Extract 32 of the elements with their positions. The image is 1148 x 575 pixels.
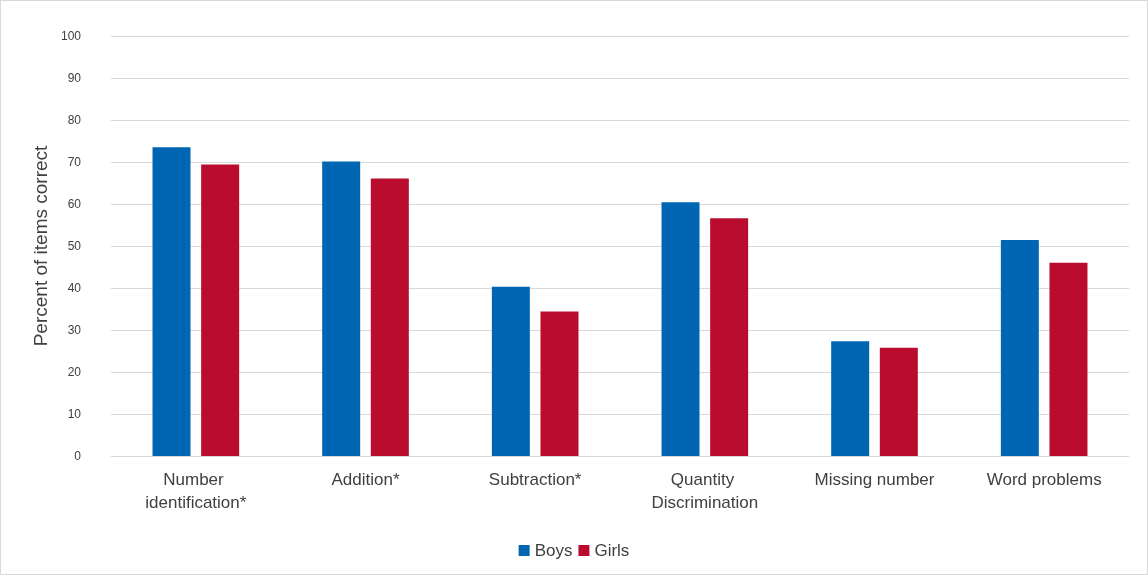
bar xyxy=(661,202,700,456)
y-tick-label: 60 xyxy=(67,197,82,211)
bar xyxy=(831,341,870,456)
bar xyxy=(491,286,530,456)
x-tick-label: Word problems xyxy=(986,470,1102,489)
bar xyxy=(370,178,409,456)
legend-label: Girls xyxy=(594,541,630,560)
bar xyxy=(710,218,749,456)
y-tick-label: 30 xyxy=(67,323,82,337)
y-tick-label: 70 xyxy=(67,155,82,169)
y-tick-label: 10 xyxy=(67,407,82,421)
bar xyxy=(1000,240,1039,456)
x-tick-label: Addition* xyxy=(331,470,400,489)
x-tick-label: Number identification* xyxy=(145,470,247,512)
legend-label: Boys xyxy=(534,541,573,560)
x-tick-label: Quantity Discrimination xyxy=(651,470,759,512)
bar xyxy=(201,164,240,456)
y-tick-label: 50 xyxy=(67,239,82,253)
bar xyxy=(322,161,361,456)
y-tick-label: 80 xyxy=(67,113,82,127)
bar xyxy=(540,311,579,456)
y-tick-label: 20 xyxy=(67,365,82,379)
y-tick-label: 90 xyxy=(67,71,82,85)
bar xyxy=(152,147,191,456)
bar xyxy=(879,347,918,456)
y-axis-title: Percent of items correct xyxy=(30,144,52,347)
y-tick-label: 0 xyxy=(74,449,82,463)
bar xyxy=(1049,262,1088,456)
x-tick-label: Missing number xyxy=(814,470,935,489)
y-tick-label: 100 xyxy=(60,29,82,43)
x-tick-label: Subtraction* xyxy=(488,470,582,489)
y-tick-label: 40 xyxy=(67,281,82,295)
